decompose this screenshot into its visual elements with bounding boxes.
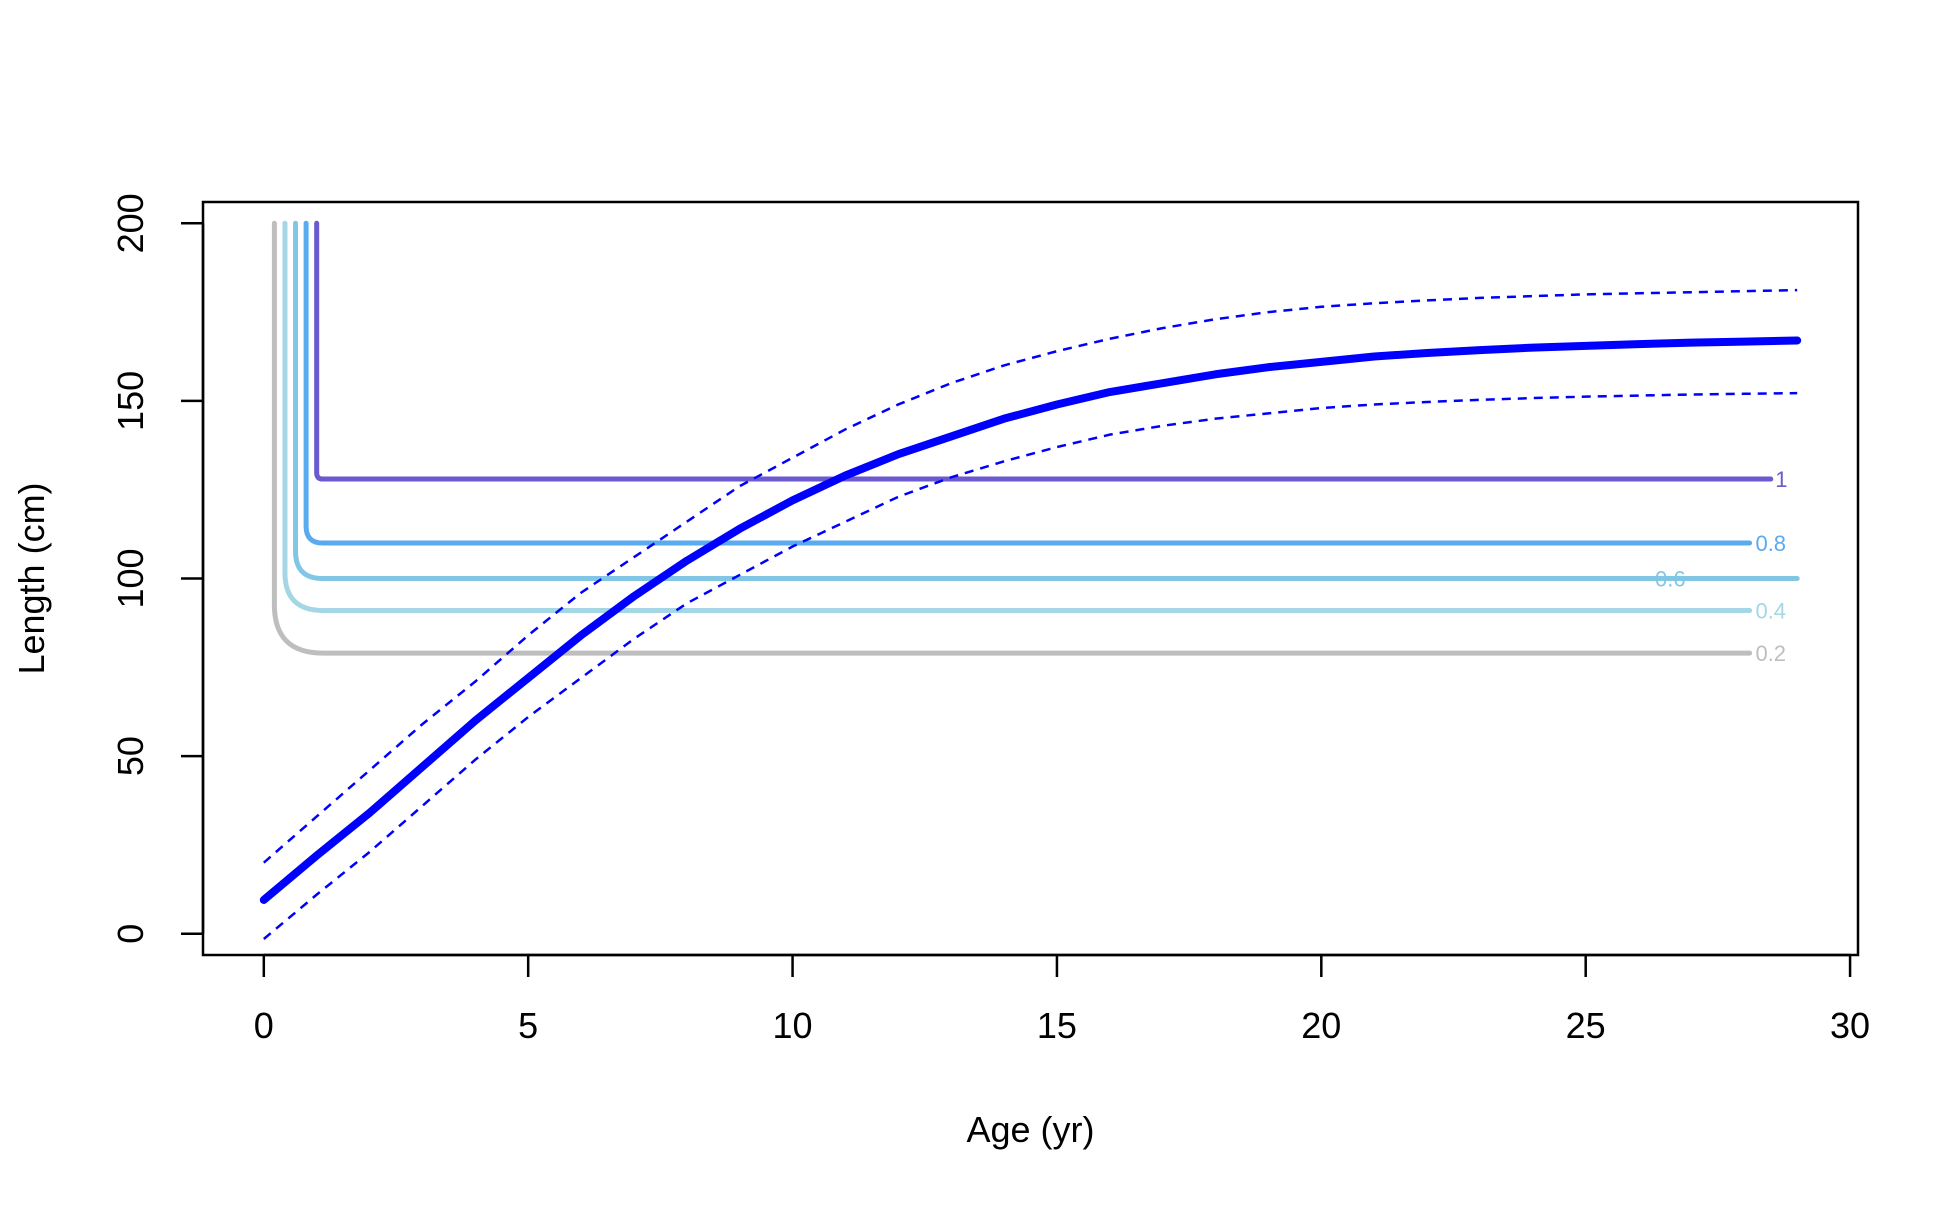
upper-bound-line bbox=[262, 288, 1798, 864]
y-axis-label: Length (cm) bbox=[11, 482, 52, 674]
x-tick-label: 10 bbox=[773, 1005, 813, 1046]
contour-layer: 0.2 0.4 0.6 0.8 1 bbox=[271, 220, 1800, 666]
contour-line-2 bbox=[282, 220, 1753, 613]
contour-label-5: 1 bbox=[1775, 467, 1787, 492]
contour-line-1 bbox=[271, 220, 1753, 656]
x-tick-label: 20 bbox=[1301, 1005, 1341, 1046]
contour-label-4: 0.8 bbox=[1755, 531, 1786, 556]
x-tick-label: 30 bbox=[1830, 1005, 1870, 1046]
y-tick-label: 50 bbox=[110, 736, 151, 776]
contour-label-3: 0.6 bbox=[1655, 567, 1686, 592]
contour-line-3 bbox=[293, 220, 1800, 581]
x-axis: 0 5 10 15 20 25 30 bbox=[254, 953, 1870, 1046]
contour-label-1: 0.2 bbox=[1755, 641, 1786, 666]
x-tick-label: 15 bbox=[1037, 1005, 1077, 1046]
y-tick-label: 0 bbox=[110, 924, 151, 944]
growth-curve-layer bbox=[259, 288, 1802, 940]
y-tick-label: 150 bbox=[110, 371, 151, 431]
y-tick-label: 100 bbox=[110, 548, 151, 608]
x-axis-label: Age (yr) bbox=[966, 1109, 1094, 1150]
x-tick-label: 5 bbox=[518, 1005, 538, 1046]
contour-line-5 bbox=[314, 220, 1774, 482]
x-tick-label: 0 bbox=[254, 1005, 274, 1046]
contour-line-4 bbox=[303, 220, 1753, 546]
mean-growth-line bbox=[259, 336, 1802, 904]
x-tick-label: 25 bbox=[1566, 1005, 1606, 1046]
contour-label-2: 0.4 bbox=[1755, 598, 1786, 623]
y-tick-label: 200 bbox=[110, 193, 151, 253]
y-axis: 0 50 100 150 200 bbox=[110, 193, 205, 944]
lower-bound-line bbox=[263, 391, 1798, 940]
